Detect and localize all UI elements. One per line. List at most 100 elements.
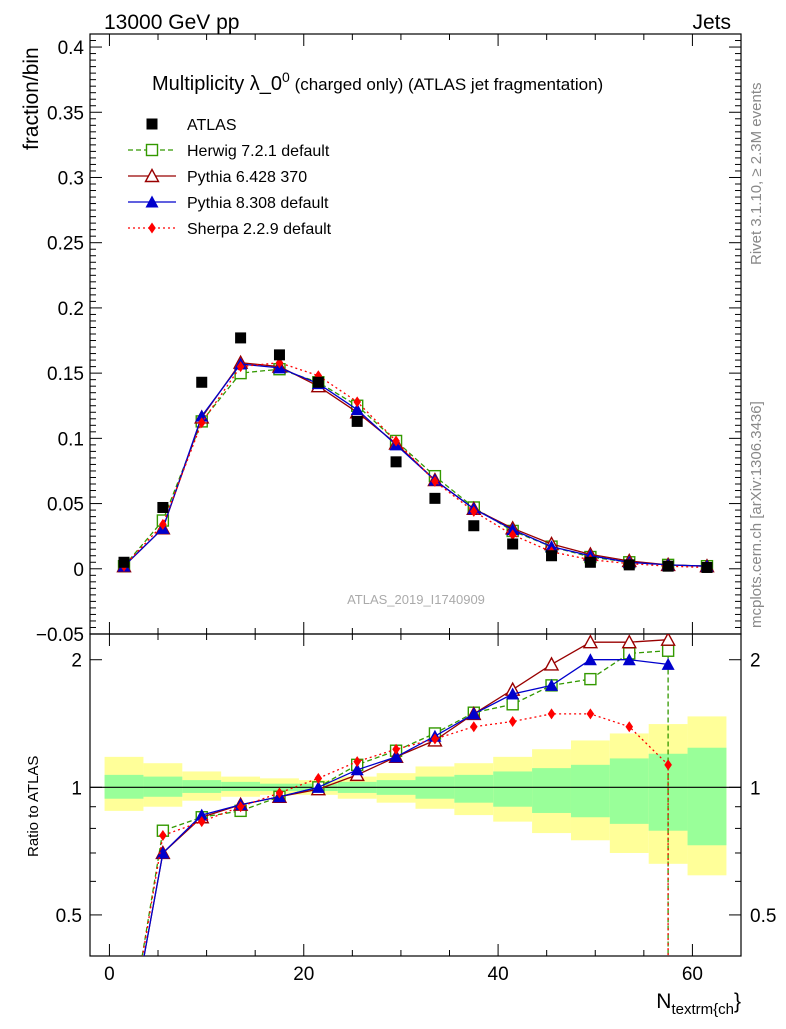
ratio-point-3	[159, 829, 167, 841]
series-point-3	[431, 475, 439, 487]
inner-band-bin	[182, 780, 222, 793]
ratio-point-1	[582, 634, 599, 649]
ratio-point-3	[547, 708, 556, 720]
ratio-line-2	[143, 659, 669, 956]
data-point	[351, 415, 363, 427]
analysis-label: ATLAS_2019_I1740909	[347, 592, 485, 607]
ratio-y-tick-label: 0.5	[56, 906, 82, 927]
header-left-label: 13000 GeV pp	[104, 11, 239, 34]
ratio-point-2	[545, 678, 559, 691]
ratio-y-tick-label-right: 2	[750, 651, 761, 672]
ratio-y-tick-label: 2	[71, 651, 82, 672]
legend-marker-data	[146, 118, 158, 130]
ratio-y-tick-label-right: 0.5	[750, 906, 776, 927]
chart-title: Multiplicity λ_00 (charged only) (ATLAS …	[152, 69, 603, 95]
series-point-3	[353, 396, 362, 408]
series-point-2	[506, 523, 520, 536]
ratio-point-2	[583, 653, 597, 666]
data-point	[235, 332, 247, 344]
inner-band-bin	[493, 771, 533, 807]
series-point-3	[159, 518, 167, 530]
chart-title-suffix: (charged only) (ATLAS jet fragmentation)	[290, 75, 603, 94]
ratio-point-2	[311, 780, 325, 793]
chart-marks: 0 20 40 60−0.0500.050.10.150.20.250.30.350.…	[36, 33, 776, 985]
inner-band-bin	[221, 781, 261, 792]
ratio-plot-frame	[89, 633, 742, 957]
data-point	[623, 559, 635, 571]
ratio-y-axis-label: Ratio to ATLAS	[25, 756, 42, 857]
ratio-point-2	[661, 657, 675, 670]
series-point-3	[197, 417, 206, 429]
series-line-1	[123, 362, 708, 567]
header-right-label: Jets	[692, 11, 731, 34]
ratio-point-0	[506, 698, 519, 711]
uncertainty-bands	[104, 716, 727, 876]
data-point	[273, 349, 285, 361]
legend-label-data: ATLAS	[187, 117, 237, 134]
data-point	[701, 561, 713, 573]
series-line-3	[123, 362, 708, 569]
ratio-point-3	[353, 756, 362, 768]
legend-label-2: Pythia 8.308 default	[187, 195, 329, 212]
ratio-point-1	[621, 634, 637, 649]
y-tick-label: 0.2	[58, 299, 84, 320]
rivet-label: Rivet 3.1.10, ≥ 2.3M events	[748, 83, 765, 266]
ratio-point-3	[197, 816, 206, 828]
x-tick-label: 20	[293, 964, 314, 985]
ratio-point-1	[543, 656, 560, 671]
series-point-2	[350, 403, 364, 416]
chart-title-sup: 0	[282, 69, 290, 85]
x-axis-label: Ntextrm{ch}	[656, 990, 741, 1018]
legend-label-3: Sherpa 2.2.9 default	[187, 221, 332, 238]
data-point	[429, 492, 441, 504]
x-tick-label: 0	[104, 964, 115, 985]
legend-label-1: Pythia 6.428 370	[187, 169, 307, 186]
ratio-point-1	[660, 634, 676, 646]
x-tick-label: 40	[488, 964, 509, 985]
legend-label-0: Herwig 7.2.1 default	[187, 143, 330, 160]
data-point	[507, 538, 519, 550]
legend-marker-2	[145, 195, 159, 208]
ratio-point-2	[195, 808, 209, 821]
ratio-point-0	[584, 672, 597, 686]
ratio-point-2	[389, 750, 403, 763]
legend-marker-1	[144, 168, 160, 183]
data-point	[546, 550, 558, 562]
inner-band-bin	[609, 758, 649, 824]
y-tick-label: 0.1	[58, 429, 84, 450]
series-line-0	[123, 368, 708, 567]
ratio-point-3	[664, 759, 672, 771]
ratio-point-2	[622, 653, 636, 666]
ratio-line-3	[141, 713, 669, 956]
inner-band-bin	[687, 747, 727, 846]
series-line-2	[123, 363, 708, 567]
legend-marker-0	[145, 143, 159, 157]
data-point	[390, 456, 402, 468]
ratio-point-2	[467, 707, 481, 720]
ratio-point-3	[508, 715, 517, 727]
series-point-3	[392, 435, 400, 447]
y-tick-label: −0.05	[36, 625, 84, 646]
data-point	[584, 556, 596, 568]
inner-band-bin	[143, 776, 183, 797]
ratio-point-2	[506, 687, 520, 700]
chart-title-main: Multiplicity λ_0	[152, 73, 282, 95]
x-axis-label-sub: textrm{ch	[671, 1001, 734, 1018]
ratio-point-2	[350, 763, 364, 776]
y-axis-label: fraction/bin	[20, 47, 43, 150]
y-tick-label: 0.25	[47, 234, 84, 255]
ratio-point-3	[236, 801, 245, 813]
inner-band-bin	[570, 764, 610, 818]
series-point-3	[508, 529, 517, 541]
ratio-point-3	[392, 743, 400, 755]
inner-band-bin	[454, 774, 494, 803]
main-series-group	[116, 332, 715, 573]
data-point	[118, 556, 130, 568]
legend: ATLAS Herwig 7.2.1 default Pythia 6.428 37…	[128, 117, 332, 238]
inner-band-bin	[532, 768, 571, 813]
ratio-point-3	[625, 721, 634, 733]
ratio-point-3	[431, 733, 439, 745]
data-point	[157, 501, 169, 513]
